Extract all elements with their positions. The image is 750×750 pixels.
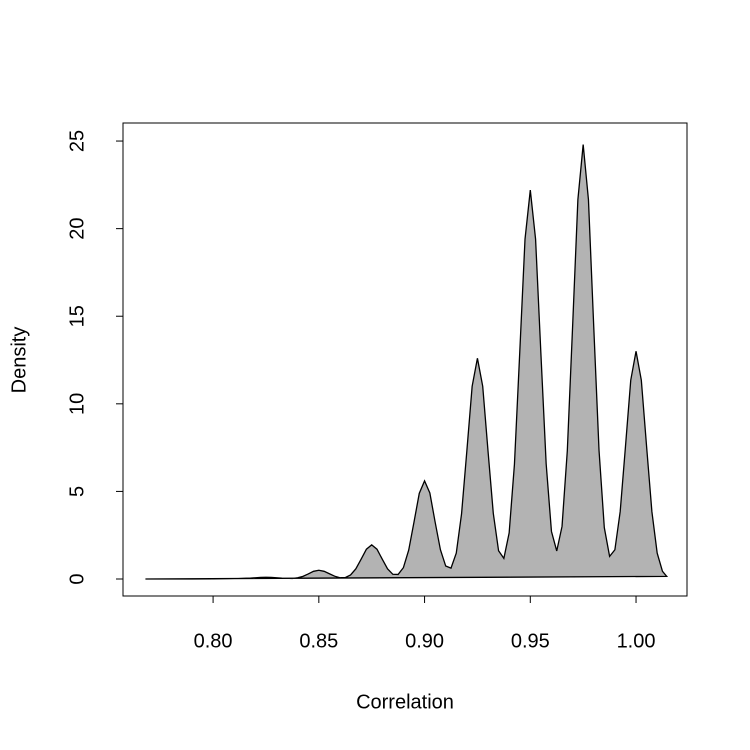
- y-tick-label: 15: [66, 305, 88, 327]
- y-tick-label: 10: [66, 393, 88, 415]
- y-tick-label: 5: [66, 486, 88, 497]
- y-tick-label: 25: [66, 130, 88, 152]
- y-axis-label: Density: [8, 327, 30, 394]
- x-axis-label: Correlation: [356, 691, 454, 713]
- density-area: [145, 144, 669, 580]
- y-tick-label: 20: [66, 218, 88, 240]
- x-tick-label: 0.95: [511, 630, 550, 652]
- x-tick-label: 0.90: [405, 630, 444, 652]
- x-tick-label: 0.85: [299, 630, 338, 652]
- y-tick-label: 0: [66, 573, 88, 584]
- x-tick-label: 1.00: [617, 630, 656, 652]
- x-tick-label: 0.80: [194, 630, 233, 652]
